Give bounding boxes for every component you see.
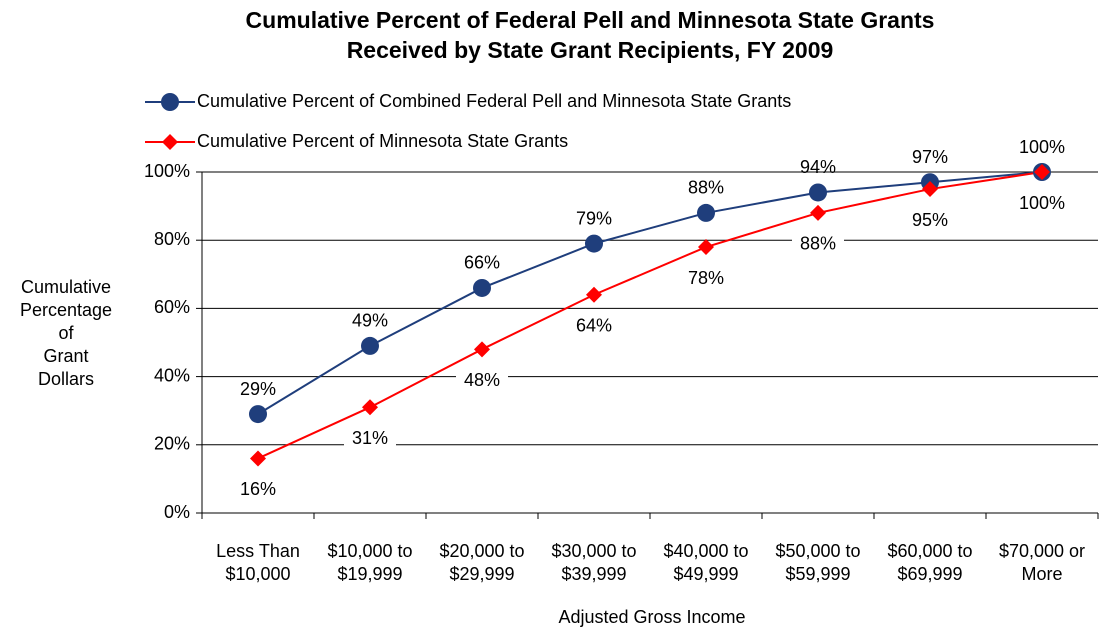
label-background [904, 210, 956, 233]
y-axis-label: of [58, 323, 74, 343]
data-label: 66% [464, 253, 500, 273]
y-tick-label: 100% [144, 161, 190, 181]
data-point [362, 399, 378, 416]
chart-title: Cumulative Percent of Federal Pell and M… [246, 7, 935, 33]
y-tick-label: 60% [154, 297, 190, 317]
label-background [456, 370, 508, 393]
x-tick-label: $10,000 to [327, 541, 412, 561]
data-point [697, 203, 715, 222]
data-label: 78% [688, 268, 724, 288]
x-tick-label: $59,999 [785, 564, 850, 584]
x-tick-label: $40,000 to [663, 541, 748, 561]
label-background [680, 268, 732, 291]
y-axis-label: Dollars [38, 369, 94, 389]
data-label: 100% [1019, 193, 1065, 213]
label-background [792, 233, 844, 256]
y-axis-label: Cumulative [21, 277, 111, 297]
y-tick-label: 0% [164, 502, 190, 522]
series-line [257, 171, 1043, 415]
label-background [568, 315, 620, 338]
x-tick-label: $49,999 [673, 564, 738, 584]
data-point [698, 239, 714, 256]
label-background [232, 479, 284, 502]
series-line [257, 171, 1043, 460]
x-tick-label: $10,000 [225, 564, 290, 584]
y-tick-label: 20% [154, 434, 190, 454]
data-label: 79% [576, 208, 612, 228]
data-label: 16% [240, 479, 276, 499]
data-label: 49% [352, 311, 388, 331]
y-tick-label: 80% [154, 229, 190, 249]
data-label: 97% [912, 147, 948, 167]
data-point [809, 183, 827, 202]
chart-title: Received by State Grant Recipients, FY 2… [347, 37, 834, 63]
x-axis-label: Adjusted Gross Income [558, 607, 745, 627]
y-axis-label: Percentage [20, 300, 112, 320]
data-point [473, 278, 491, 297]
data-point [586, 286, 602, 303]
x-tick-label: $39,999 [561, 564, 626, 584]
label-background [1016, 193, 1068, 215]
x-tick-label: $60,000 to [887, 541, 972, 561]
legend-label: Cumulative Percent of Minnesota State Gr… [197, 131, 568, 151]
x-tick-label: $29,999 [449, 564, 514, 584]
x-tick-label: Less Than [216, 541, 300, 561]
x-tick-label: More [1021, 564, 1062, 584]
data-point [249, 405, 267, 424]
data-label: 88% [800, 234, 836, 254]
data-label: 88% [688, 178, 724, 198]
data-label: 100% [1019, 137, 1065, 157]
data-point [585, 234, 603, 253]
data-label: 48% [464, 370, 500, 390]
data-label: 94% [800, 157, 836, 177]
x-tick-label: $20,000 to [439, 541, 524, 561]
y-axis-label: Grant [43, 346, 88, 366]
data-label: 31% [352, 428, 388, 448]
x-tick-label: $70,000 or [999, 541, 1085, 561]
data-point [250, 450, 266, 467]
data-label: 95% [912, 210, 948, 230]
data-point [922, 181, 938, 198]
legend-marker [161, 93, 179, 111]
x-tick-label: $69,999 [897, 564, 962, 584]
label-background [344, 428, 396, 451]
data-point [810, 204, 826, 221]
data-label: 64% [576, 316, 612, 336]
data-point [474, 341, 490, 358]
x-tick-label: $19,999 [337, 564, 402, 584]
x-tick-label: $50,000 to [775, 541, 860, 561]
x-tick-label: $30,000 to [551, 541, 636, 561]
legend-label: Cumulative Percent of Combined Federal P… [197, 91, 791, 111]
y-tick-label: 40% [154, 365, 190, 385]
data-label: 29% [240, 379, 276, 399]
data-point [1034, 164, 1050, 180]
data-point [361, 336, 379, 355]
legend-marker [162, 134, 178, 150]
